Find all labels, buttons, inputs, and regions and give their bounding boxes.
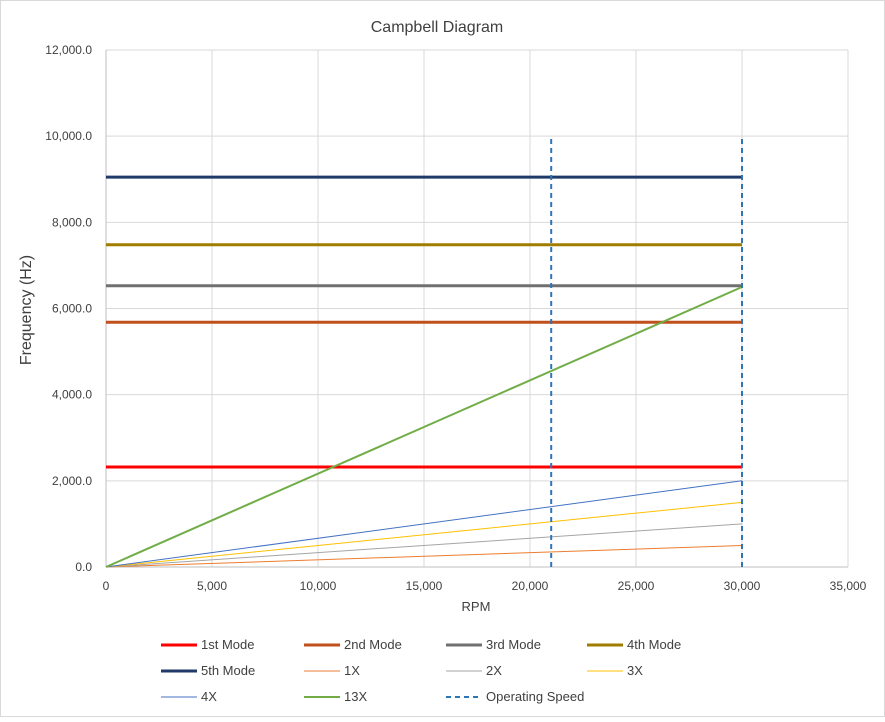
- series-line-1x: [105, 545, 743, 568]
- legend-label-4x: 4X: [201, 689, 217, 704]
- x-axis-label: RPM: [462, 599, 491, 614]
- legend-label-3x: 3X: [627, 663, 643, 678]
- legend-label-1x: 1X: [344, 663, 360, 678]
- series-line-13x: [105, 286, 743, 568]
- legend-label-3rd-mode: 3rd Mode: [486, 637, 541, 652]
- y-tick-label: 6,000.0: [52, 302, 92, 316]
- x-tick-label: 5,000: [197, 579, 227, 593]
- x-tick-label: 30,000: [724, 579, 761, 593]
- legend-label-13x: 13X: [344, 689, 367, 704]
- series-line-3x: [105, 501, 743, 568]
- y-tick-label: 4,000.0: [52, 388, 92, 402]
- legend-label-2nd-mode: 2nd Mode: [344, 637, 402, 652]
- x-tick-label: 10,000: [300, 579, 337, 593]
- y-tick-label: 2,000.0: [52, 474, 92, 488]
- gridlines: [106, 49, 849, 567]
- y-axis-label: Frequency (Hz): [18, 255, 35, 365]
- y-tick-label: 0.0: [75, 560, 92, 574]
- y-tick-label: 12,000.0: [45, 43, 92, 57]
- y-tick-label: 10,000.0: [45, 129, 92, 143]
- x-tick-label: 15,000: [406, 579, 443, 593]
- x-tick-label: 0: [103, 579, 110, 593]
- legend-label-1st-mode: 1st Mode: [201, 637, 254, 652]
- series-line-2x: [105, 523, 743, 568]
- x-tick-label: 25,000: [618, 579, 655, 593]
- series-layer: [105, 136, 743, 568]
- legend: 1st Mode 2nd Mode 3rd Mode 4th Mode 5th Mode…: [161, 637, 681, 704]
- series-line-4x: [105, 480, 743, 568]
- legend-label-5th-mode: 5th Mode: [201, 663, 255, 678]
- axes: [105, 50, 848, 568]
- legend-label-4th-mode: 4th Mode: [627, 637, 681, 652]
- x-tick-labels: 0 5,000 10,000 15,000 20,000 25,000 30,000 35,0…: [103, 579, 867, 593]
- legend-label-2x: 2X: [486, 663, 502, 678]
- x-tick-label: 20,000: [512, 579, 549, 593]
- x-tick-label: 35,000: [830, 579, 867, 593]
- chart-title: Campbell Diagram: [371, 19, 504, 36]
- y-tick-labels: 0.0 2,000.0 4,000.0 6,000.0 8,000.0 10,000.0 1…: [45, 43, 92, 574]
- y-tick-label: 8,000.0: [52, 215, 92, 229]
- legend-label-operating-speed: Operating Speed: [486, 689, 584, 704]
